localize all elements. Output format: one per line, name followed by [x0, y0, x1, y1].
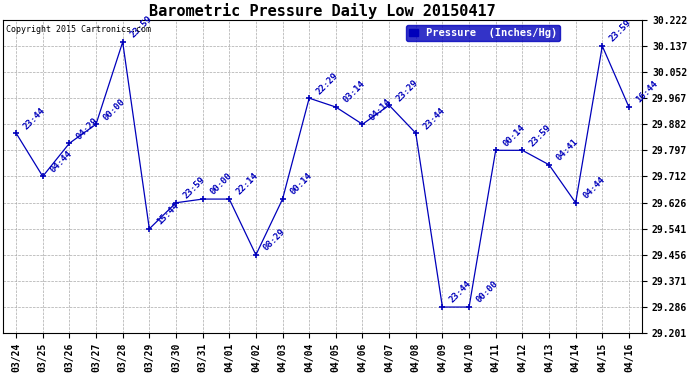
- Text: 04:44: 04:44: [581, 175, 607, 201]
- Text: 15:44: 15:44: [155, 201, 180, 226]
- Text: 23:59: 23:59: [528, 123, 553, 148]
- Text: 23:59: 23:59: [181, 175, 207, 201]
- Text: 04:44: 04:44: [48, 149, 74, 174]
- Text: 22:29: 22:29: [315, 70, 340, 96]
- Text: 00:14: 00:14: [288, 171, 313, 197]
- Text: 23:44: 23:44: [448, 279, 473, 305]
- Text: 04:41: 04:41: [555, 137, 580, 162]
- Text: 04:14: 04:14: [368, 97, 393, 122]
- Text: 23:44: 23:44: [422, 106, 446, 131]
- Text: 23:44: 23:44: [21, 106, 47, 131]
- Text: 23:59: 23:59: [128, 15, 154, 40]
- Text: 08:29: 08:29: [262, 227, 287, 253]
- Text: 00:00: 00:00: [208, 171, 233, 197]
- Text: 16:44: 16:44: [635, 80, 660, 105]
- Text: 23:29: 23:29: [395, 78, 420, 103]
- Legend: Pressure  (Inches/Hg): Pressure (Inches/Hg): [406, 25, 560, 41]
- Text: 00:14: 00:14: [501, 123, 526, 148]
- Text: Copyright 2015 Cartronics.com: Copyright 2015 Cartronics.com: [6, 25, 151, 34]
- Text: 00:00: 00:00: [475, 279, 500, 305]
- Text: 03:14: 03:14: [342, 80, 367, 105]
- Text: 22:14: 22:14: [235, 171, 260, 197]
- Title: Barometric Pressure Daily Low 20150417: Barometric Pressure Daily Low 20150417: [149, 3, 496, 19]
- Text: 23:59: 23:59: [608, 18, 633, 44]
- Text: 04:29: 04:29: [75, 116, 100, 141]
- Text: 00:00: 00:00: [101, 97, 127, 122]
